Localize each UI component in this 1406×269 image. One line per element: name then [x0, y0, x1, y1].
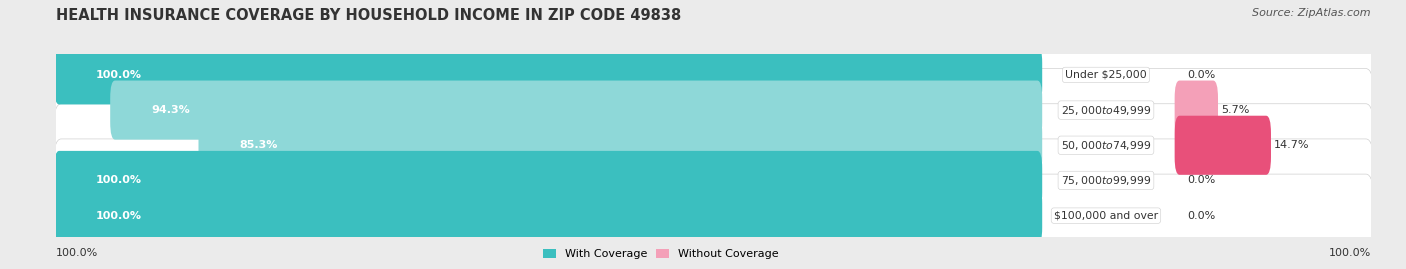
- Text: Under $25,000: Under $25,000: [1066, 70, 1147, 80]
- FancyBboxPatch shape: [53, 174, 1374, 257]
- Text: 100.0%: 100.0%: [96, 70, 142, 80]
- FancyBboxPatch shape: [110, 80, 1042, 140]
- Text: HEALTH INSURANCE COVERAGE BY HOUSEHOLD INCOME IN ZIP CODE 49838: HEALTH INSURANCE COVERAGE BY HOUSEHOLD I…: [56, 8, 682, 23]
- FancyBboxPatch shape: [55, 151, 1042, 210]
- Text: 0.0%: 0.0%: [1188, 211, 1216, 221]
- FancyBboxPatch shape: [198, 116, 1042, 175]
- Text: $100,000 and over: $100,000 and over: [1054, 211, 1159, 221]
- FancyBboxPatch shape: [1174, 80, 1218, 140]
- FancyBboxPatch shape: [53, 69, 1374, 152]
- FancyBboxPatch shape: [53, 139, 1374, 222]
- Text: 100.0%: 100.0%: [1329, 248, 1371, 258]
- FancyBboxPatch shape: [55, 186, 1042, 245]
- Text: 100.0%: 100.0%: [96, 175, 142, 185]
- Text: $50,000 to $74,999: $50,000 to $74,999: [1060, 139, 1152, 152]
- Text: Source: ZipAtlas.com: Source: ZipAtlas.com: [1253, 8, 1371, 18]
- FancyBboxPatch shape: [1174, 116, 1271, 175]
- Text: 0.0%: 0.0%: [1188, 175, 1216, 185]
- Text: 0.0%: 0.0%: [1188, 70, 1216, 80]
- Text: 100.0%: 100.0%: [56, 248, 98, 258]
- Text: $75,000 to $99,999: $75,000 to $99,999: [1060, 174, 1152, 187]
- Legend: With Coverage, Without Coverage: With Coverage, Without Coverage: [538, 244, 783, 263]
- Text: 5.7%: 5.7%: [1220, 105, 1250, 115]
- Text: 94.3%: 94.3%: [152, 105, 190, 115]
- FancyBboxPatch shape: [53, 33, 1374, 116]
- Text: $25,000 to $49,999: $25,000 to $49,999: [1060, 104, 1152, 116]
- Text: 85.3%: 85.3%: [239, 140, 278, 150]
- Text: 14.7%: 14.7%: [1274, 140, 1309, 150]
- Text: 100.0%: 100.0%: [96, 211, 142, 221]
- FancyBboxPatch shape: [55, 45, 1042, 104]
- FancyBboxPatch shape: [53, 104, 1374, 187]
